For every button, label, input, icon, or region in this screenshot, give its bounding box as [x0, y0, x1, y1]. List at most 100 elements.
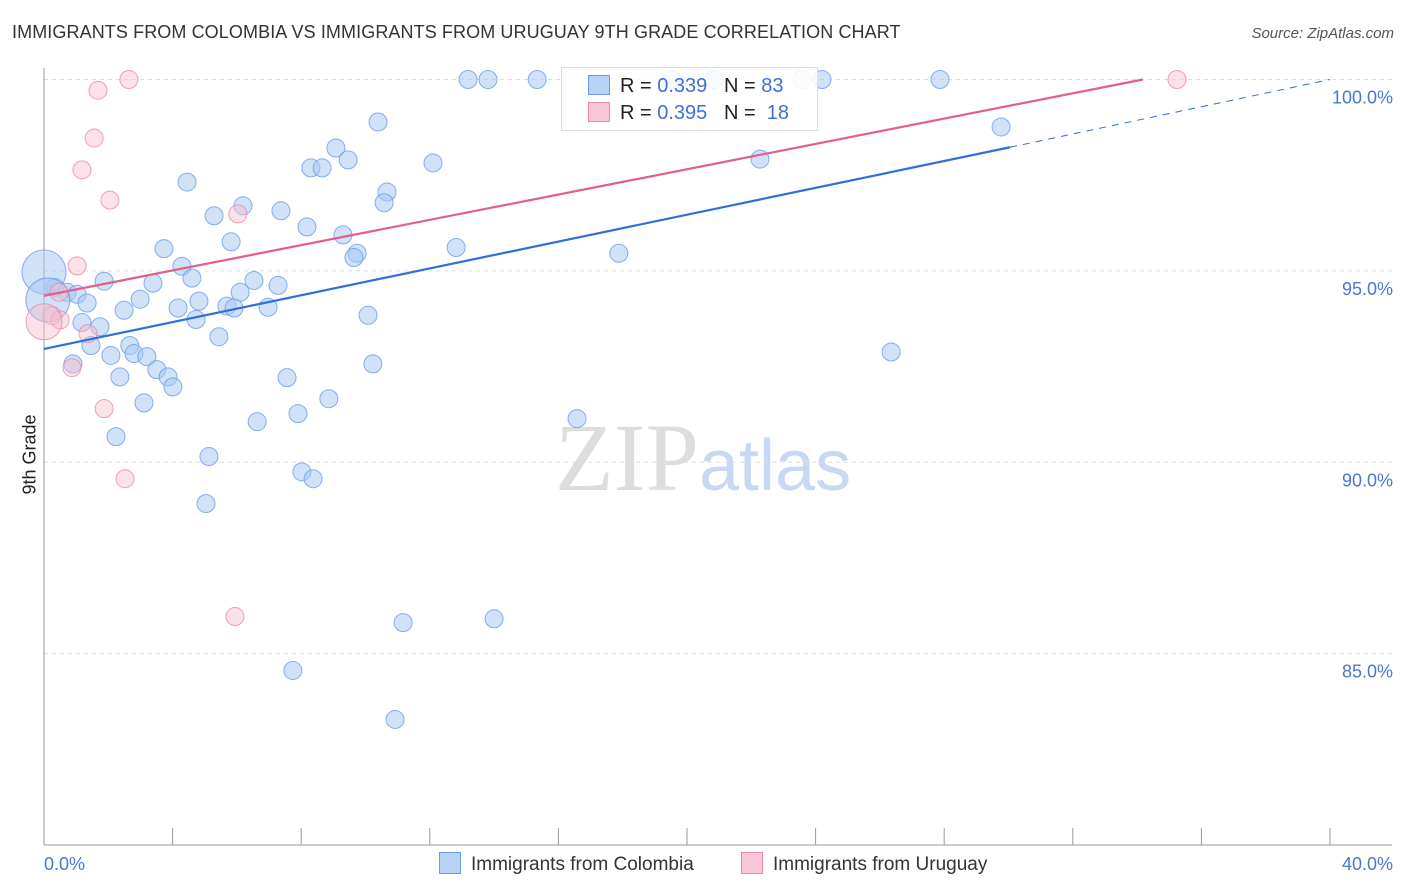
colombia-point: [90, 317, 110, 337]
uruguay-trend-line: [43, 78, 1144, 297]
colombia-point: [134, 393, 154, 413]
stats-row-colombia: R = 0.339 N = 83: [588, 75, 783, 98]
y-tick-label: 100.0%: [1332, 88, 1393, 108]
uruguay-point: [228, 204, 248, 224]
n-label: N =: [723, 102, 762, 124]
colombia-point: [478, 70, 498, 89]
y-tick-label: 90.0%: [1342, 470, 1393, 490]
uruguay-point: [25, 303, 63, 341]
colombia-point: [168, 298, 188, 318]
r-label: R =: [620, 75, 658, 97]
uruguay-point: [67, 256, 87, 276]
colombia-point: [283, 660, 303, 680]
colombia-point: [368, 112, 388, 132]
colombia-point: [204, 206, 224, 226]
colombia-point: [106, 427, 126, 447]
uruguay-point: [100, 190, 120, 210]
colombia-point: [484, 609, 504, 629]
chart-title: IMMIGRANTS FROM COLOMBIA VS IMMIGRANTS F…: [12, 22, 901, 42]
colombia-point: [288, 404, 308, 424]
x-tick-label: 0.0%: [44, 854, 85, 874]
colombia-point: [154, 239, 174, 259]
colombia-point: [247, 412, 267, 432]
colombia-point: [114, 300, 134, 320]
colombia-point: [881, 342, 901, 362]
colombia-point: [110, 367, 130, 387]
colombia-point: [209, 327, 229, 347]
colombia-point: [130, 289, 150, 309]
colombia-point: [94, 271, 114, 291]
colombia-point: [182, 268, 202, 288]
colombia-point: [991, 117, 1011, 137]
colombia-point: [385, 709, 405, 729]
colombia-point: [338, 150, 358, 170]
colombia-point: [163, 377, 183, 397]
colombia-point: [363, 354, 383, 374]
legend-label: Immigrants from Uruguay: [773, 854, 988, 875]
colombia-point: [319, 389, 339, 409]
legend-item-colombia: Immigrants from Colombia: [439, 852, 694, 876]
r-label: R =: [620, 102, 658, 124]
colombia-point: [137, 347, 157, 367]
r-value: 0.395: [657, 102, 708, 124]
colombia-trend-line: [43, 146, 1011, 351]
uruguay-point: [88, 80, 108, 100]
uruguay-point: [1167, 70, 1187, 89]
colombia-point: [199, 447, 219, 467]
uruguay-swatch-icon: [588, 102, 610, 122]
colombia-point: [527, 70, 547, 89]
uruguay-point: [119, 70, 139, 89]
colombia-point: [196, 494, 216, 514]
stats-legend: R = 0.339 N = 83 R = 0.395 N = 18: [561, 67, 818, 131]
uruguay-point: [94, 399, 114, 419]
colombia-point: [189, 291, 209, 311]
colombia-point: [326, 138, 346, 158]
colombia-point: [393, 613, 413, 633]
colombia-point: [609, 243, 629, 263]
colombia-point: [101, 345, 121, 365]
uruguay-point: [72, 160, 92, 180]
colombia-point: [277, 368, 297, 388]
n-label: N =: [723, 75, 762, 97]
colombia-point: [358, 305, 378, 325]
x-tick-label: 40.0%: [1342, 854, 1393, 874]
colombia-point: [221, 232, 241, 252]
n-value: 83: [761, 75, 784, 97]
stats-row-uruguay: R = 0.395 N = 18: [588, 102, 789, 125]
uruguay-point: [225, 606, 245, 626]
colombia-point: [567, 409, 587, 429]
legend-item-uruguay: Immigrants from Uruguay: [741, 852, 987, 876]
legend-label: Immigrants from Colombia: [471, 854, 694, 875]
uruguay-point: [62, 358, 82, 378]
colombia-point: [77, 293, 97, 313]
y-tick-label: 95.0%: [1342, 279, 1393, 299]
colombia-point: [271, 201, 291, 221]
colombia-point: [930, 70, 950, 89]
colombia-point: [72, 313, 92, 333]
colombia-point: [423, 153, 443, 173]
n-value: 18: [766, 102, 790, 124]
colombia-trend-extension: [1010, 79, 1331, 148]
colombia-point: [177, 172, 197, 192]
r-value: 0.339: [657, 75, 708, 97]
uruguay-swatch-icon: [741, 852, 763, 874]
colombia-point: [143, 273, 163, 293]
uruguay-point: [84, 128, 104, 148]
uruguay-point: [115, 469, 135, 489]
watermark: ZIPatlas: [555, 404, 851, 511]
colombia-point: [244, 270, 264, 290]
colombia-point: [344, 247, 364, 267]
y-tick-label: 85.0%: [1342, 662, 1393, 682]
colombia-swatch-icon: [588, 75, 610, 95]
colombia-point: [297, 217, 317, 237]
colombia-point: [268, 275, 288, 295]
colombia-point: [312, 158, 332, 178]
colombia-point: [374, 193, 394, 213]
colombia-swatch-icon: [439, 852, 461, 874]
colombia-point: [446, 238, 466, 258]
chart-source: Source: ZipAtlas.com: [1251, 25, 1394, 42]
colombia-point: [458, 70, 478, 89]
colombia-point: [303, 469, 323, 489]
